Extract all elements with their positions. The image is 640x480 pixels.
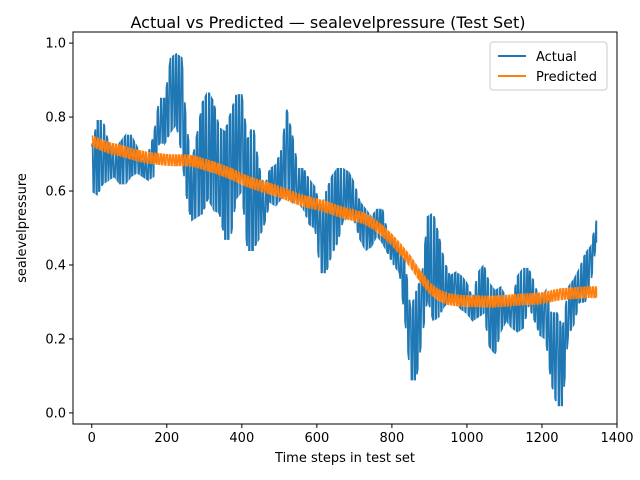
axes: 0 200 400 600 800 1000 1200 1400 0.0 0.2 0.4 0.6 0.8…: [45, 37, 633, 446]
x-tick-label: 600: [304, 431, 329, 446]
legend: Actual Predicted: [489, 41, 608, 91]
plot-frame: [72, 31, 618, 425]
x-tick-label: 800: [379, 431, 404, 446]
legend-actual-label: Actual: [536, 50, 577, 65]
series-actual-line: [91, 52, 598, 407]
y-tick-label: 0.6: [45, 185, 66, 200]
legend-box: [489, 41, 608, 91]
x-tick-label: 1400: [600, 431, 633, 446]
y-tick-label: 0.0: [45, 406, 66, 421]
legend-predicted-label: Predicted: [536, 70, 597, 85]
plot-area: [91, 52, 598, 407]
y-tick-label: 0.2: [45, 332, 66, 347]
x-axis-label: Time steps in test set: [274, 451, 415, 466]
x-tick-label: 1000: [450, 431, 483, 446]
x-tick-label: 0: [88, 431, 96, 446]
x-tick-label: 1200: [525, 431, 558, 446]
y-tick-label: 1.0: [45, 37, 66, 52]
chart-title: Actual vs Predicted — sealevelpressure (…: [131, 13, 526, 32]
y-axis-label: sealevelpressure: [15, 173, 30, 283]
series-predicted-line: [91, 135, 598, 308]
y-tick-label: 0.8: [45, 111, 66, 126]
x-tick-label: 400: [229, 431, 254, 446]
y-tick-label: 0.4: [45, 258, 66, 273]
x-tick-label: 200: [154, 431, 179, 446]
